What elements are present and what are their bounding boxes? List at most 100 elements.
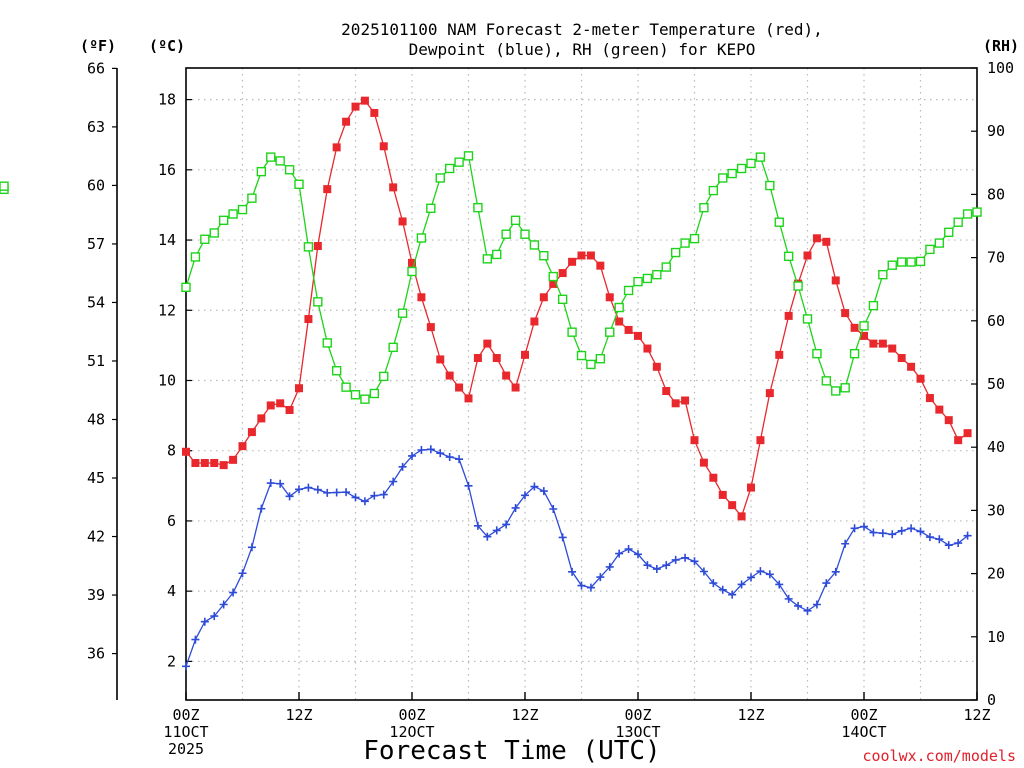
data-point <box>746 158 756 169</box>
data-point <box>276 479 285 488</box>
data-point <box>342 488 351 497</box>
data-point <box>670 247 681 258</box>
rh-tick-label: 60 <box>987 312 1005 330</box>
celsius-tick-label: 14 <box>158 231 176 249</box>
data-point <box>624 325 633 334</box>
data-point <box>680 238 690 248</box>
data-point <box>464 394 473 403</box>
data-point <box>529 240 540 250</box>
data-point <box>408 258 416 267</box>
fahrenheit-tick-label: 66 <box>87 59 105 77</box>
fahrenheit-axis: 36 39 42 45 48 51 54 57 60 63 66 <box>87 59 118 700</box>
data-point <box>896 257 907 267</box>
series-temperature <box>182 96 972 521</box>
data-point <box>313 297 323 307</box>
data-point <box>793 281 803 291</box>
data-point <box>483 532 492 541</box>
data-point <box>821 376 832 386</box>
time-tick-label: 12Z <box>963 706 990 724</box>
data-point <box>803 606 812 615</box>
data-point <box>906 257 916 267</box>
fahrenheit-tick-label: 57 <box>87 235 105 253</box>
data-point <box>747 483 755 492</box>
data-point <box>671 399 680 408</box>
data-point <box>568 567 577 576</box>
data-point <box>634 331 642 340</box>
data-point <box>728 501 737 510</box>
data-point <box>727 168 737 179</box>
data-point <box>596 261 605 270</box>
rh-tick-label: 80 <box>987 185 1005 203</box>
celsius-tick-label: 4 <box>167 582 176 600</box>
data-point <box>681 553 690 562</box>
data-point <box>774 217 784 227</box>
data-point <box>888 530 897 539</box>
data-point <box>285 405 294 414</box>
rh-tick-label: 0 <box>987 691 996 709</box>
data-point <box>247 428 256 437</box>
data-point <box>915 256 926 267</box>
data-point <box>831 276 840 285</box>
celsius-axis-unit: (ºC) <box>149 37 185 55</box>
data-point <box>492 249 502 260</box>
time-tick-label: 12Z <box>737 706 764 724</box>
time-tick-label: 2025 <box>168 740 204 758</box>
data-point <box>935 535 944 544</box>
data-point <box>492 354 501 363</box>
fahrenheit-tick-label: 36 <box>87 645 105 663</box>
data-point <box>709 579 718 588</box>
data-point <box>615 317 624 326</box>
rh-tick-label: 90 <box>987 122 1005 140</box>
data-point <box>557 294 568 305</box>
data-point <box>944 541 953 550</box>
data-point <box>623 285 634 296</box>
data-point <box>389 477 398 486</box>
data-point <box>530 482 539 491</box>
data-point <box>501 229 511 239</box>
data-point <box>831 567 840 576</box>
data-point <box>539 487 548 496</box>
series-rh <box>0 151 982 404</box>
data-point <box>708 185 719 196</box>
data-point <box>463 151 474 161</box>
time-tick-label: 12OCT <box>389 723 434 741</box>
data-point <box>218 215 229 226</box>
data-point <box>916 527 925 536</box>
data-point <box>182 662 190 671</box>
data-point <box>765 389 774 398</box>
data-point <box>416 233 427 243</box>
data-point <box>718 173 728 183</box>
data-point <box>907 524 916 533</box>
data-point <box>266 401 275 410</box>
data-point <box>238 569 247 578</box>
data-point <box>455 383 464 392</box>
data-point <box>624 545 633 554</box>
plot-frame <box>185 67 978 701</box>
data-point <box>869 339 878 348</box>
data-point <box>897 354 906 363</box>
data-point <box>962 209 973 219</box>
data-point <box>784 594 793 603</box>
data-point <box>586 583 595 592</box>
data-point <box>191 635 200 644</box>
data-point <box>972 207 982 217</box>
credit-link[interactable]: coolwx.com/models <box>862 747 1016 765</box>
data-point <box>276 399 285 408</box>
data-point <box>567 327 577 337</box>
data-point <box>436 355 445 364</box>
data-point <box>822 237 831 246</box>
data-point <box>802 314 813 324</box>
data-point <box>794 601 803 610</box>
celsius-axis: 2 4 6 8 10 12 14 16 18 <box>158 91 192 670</box>
rh-tick-label: 40 <box>987 438 1005 456</box>
data-point <box>689 233 700 244</box>
time-tick-label: 12Z <box>285 706 312 724</box>
data-point <box>539 251 549 261</box>
data-point <box>755 152 766 162</box>
data-point <box>426 323 435 332</box>
data-point <box>934 238 945 248</box>
fahrenheit-tick-label: 63 <box>87 118 105 136</box>
data-point <box>444 163 455 174</box>
data-point <box>568 257 577 266</box>
data-point <box>869 528 878 537</box>
